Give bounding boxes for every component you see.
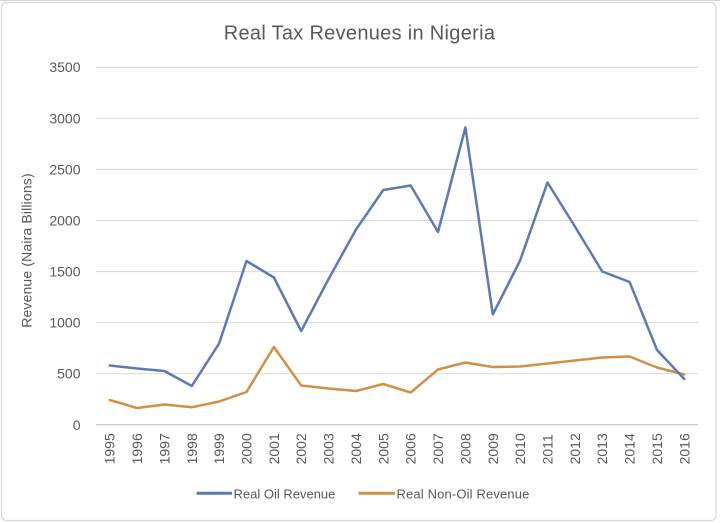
svg-text:2003: 2003 — [321, 433, 337, 464]
svg-text:0: 0 — [73, 417, 81, 433]
svg-text:2012: 2012 — [567, 433, 583, 464]
svg-text:500: 500 — [57, 366, 81, 382]
svg-text:2002: 2002 — [293, 433, 309, 464]
svg-text:Real Oil Revenue: Real Oil Revenue — [234, 486, 336, 501]
svg-text:1995: 1995 — [102, 433, 118, 464]
svg-text:Revenue (Naira Billions): Revenue (Naira Billions) — [19, 173, 35, 328]
svg-text:2010: 2010 — [512, 433, 528, 464]
svg-text:2000: 2000 — [49, 213, 80, 229]
svg-text:Real Tax Revenues in Nigeria: Real Tax Revenues in Nigeria — [224, 23, 496, 45]
svg-text:2007: 2007 — [430, 433, 446, 464]
svg-text:2014: 2014 — [622, 433, 638, 464]
svg-text:1999: 1999 — [211, 433, 227, 464]
svg-text:2005: 2005 — [375, 433, 391, 464]
svg-text:2001: 2001 — [266, 433, 282, 464]
svg-text:2004: 2004 — [348, 433, 364, 464]
svg-text:2015: 2015 — [649, 433, 665, 464]
svg-text:1996: 1996 — [129, 433, 145, 464]
svg-text:1500: 1500 — [49, 264, 80, 280]
svg-text:3000: 3000 — [49, 110, 80, 126]
svg-text:2009: 2009 — [485, 433, 501, 464]
svg-text:2011: 2011 — [540, 434, 556, 464]
svg-text:2000: 2000 — [239, 433, 255, 464]
svg-text:2006: 2006 — [403, 433, 419, 464]
svg-text:1998: 1998 — [184, 433, 200, 464]
svg-text:1000: 1000 — [49, 315, 80, 331]
svg-text:Real Non-Oil Revenue: Real Non-Oil Revenue — [397, 486, 530, 501]
svg-text:1997: 1997 — [156, 433, 172, 464]
svg-text:2016: 2016 — [676, 433, 692, 464]
svg-text:2008: 2008 — [457, 433, 473, 464]
svg-text:3500: 3500 — [49, 59, 80, 75]
svg-text:2013: 2013 — [594, 433, 610, 464]
svg-text:2500: 2500 — [49, 161, 80, 177]
